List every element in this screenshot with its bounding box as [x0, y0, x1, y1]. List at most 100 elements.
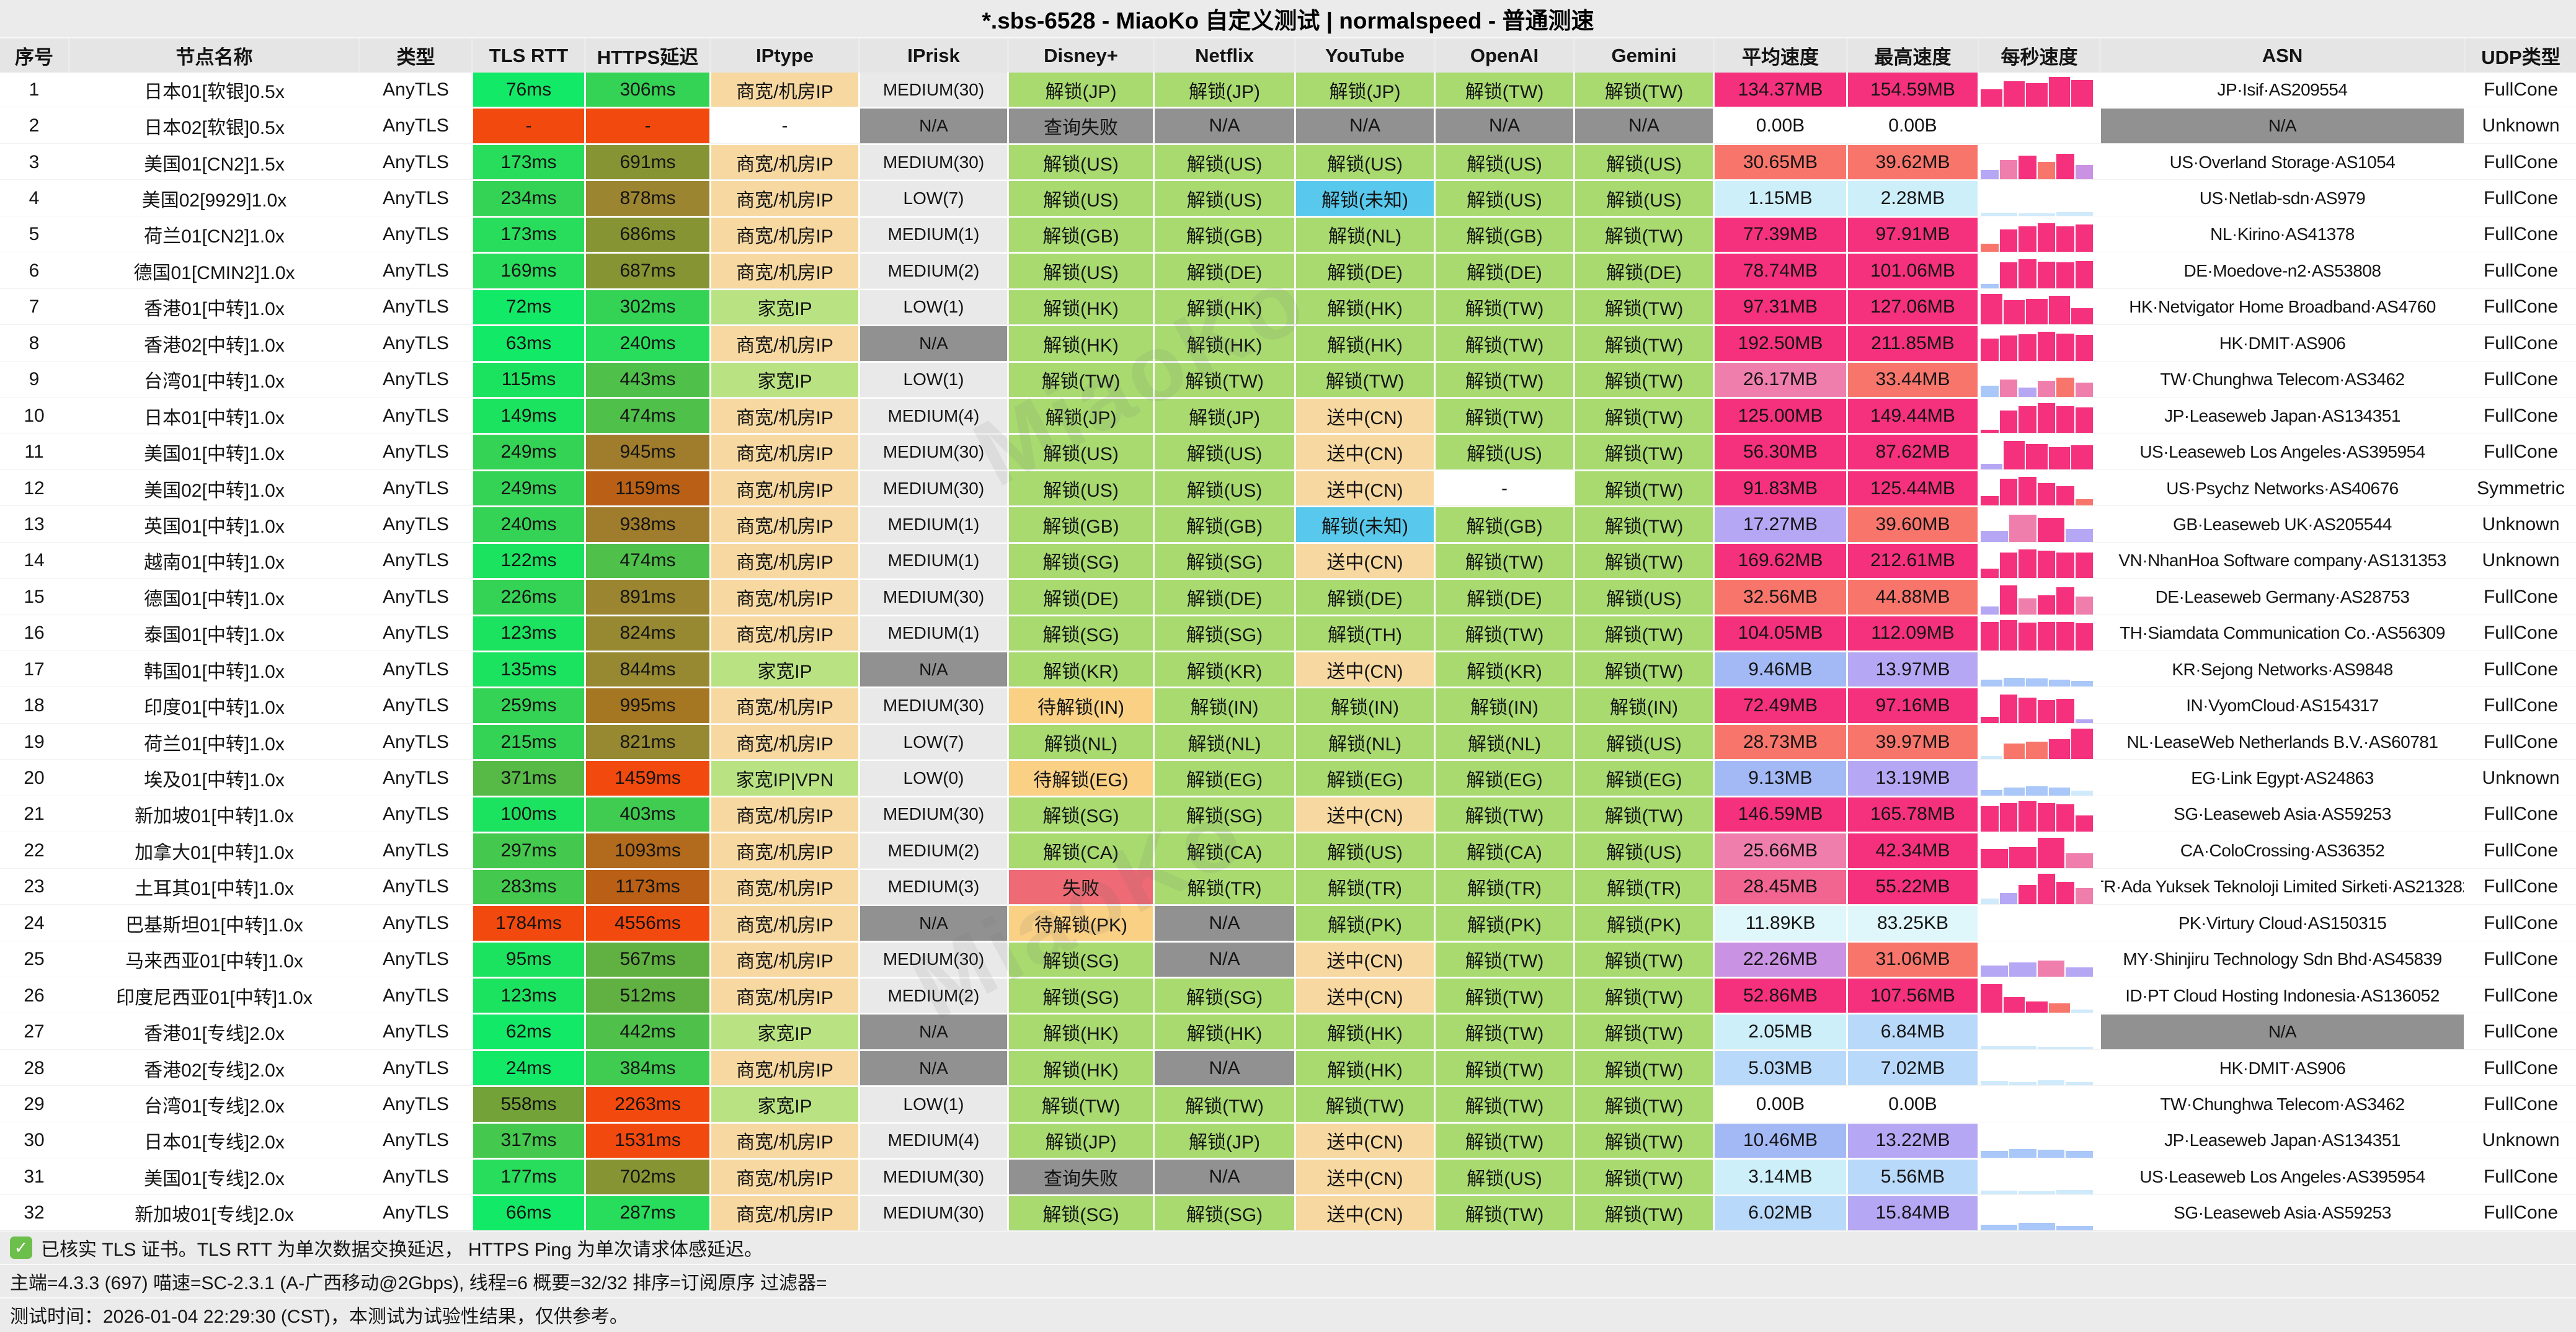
- cell-https-latency: 240ms: [586, 326, 709, 361]
- spark-bar: [1999, 160, 2017, 180]
- table-row: 30 日本01[专线]2.0x AnyTLS 317ms 1531ms 商宽/机房IP ME…: [0, 1123, 2576, 1158]
- cell-udp-type: FullCone: [2466, 217, 2576, 252]
- cell-youtube: 送中(CN): [1296, 543, 1434, 579]
- cell-type: AnyTLS: [360, 73, 471, 107]
- cell-disney: 解锁(HK): [1009, 326, 1153, 361]
- footer-note-tls: ✓ 已核实 TLS 证书。TLS RTT 为单次数据交换延迟， HTTPS Pi…: [0, 1230, 2576, 1264]
- cell-https-latency: 1459ms: [586, 761, 709, 796]
- table-row: 21 新加坡01[中转]1.0x AnyTLS 100ms 403ms 商宽/机房IP ME…: [0, 797, 2576, 832]
- spark-bar: [1981, 621, 1999, 650]
- cell-max-speed: 39.60MB: [1848, 507, 1978, 542]
- cell-max-speed: 101.06MB: [1848, 254, 1978, 288]
- cell-gemini: 解锁(TW): [1575, 797, 1713, 832]
- cell-iptype: 商宽/机房IP: [711, 942, 858, 977]
- cell-youtube: 解锁(HK): [1296, 326, 1434, 361]
- cell-openai: 解锁(IN): [1436, 688, 1573, 723]
- cell-speed-sparkline: [1979, 978, 2099, 1013]
- cell-netflix: 解锁(HK): [1155, 326, 1294, 361]
- table-row: 18 印度01[中转]1.0x AnyTLS 259ms 995ms 商宽/机房IP MED…: [0, 688, 2576, 723]
- spark-bar: [2037, 1080, 2065, 1086]
- spark-bar: [2037, 162, 2055, 180]
- cell-avg-speed: 0.00B: [1715, 1087, 1846, 1122]
- spark-bar: [2075, 623, 2093, 650]
- spark-bar: [2066, 853, 2093, 868]
- cell-disney: 解锁(GB): [1009, 507, 1153, 542]
- cell-index: 13: [0, 507, 68, 542]
- cell-udp-type: FullCone: [2466, 833, 2576, 868]
- column-header-8: Netflix: [1155, 38, 1294, 73]
- cell-disney: 解锁(HK): [1009, 290, 1153, 325]
- cell-iprisk: MEDIUM(4): [860, 1123, 1007, 1158]
- cell-gemini: 解锁(TW): [1575, 652, 1713, 687]
- spark-bar: [1999, 411, 2017, 433]
- cell-index: 17: [0, 652, 68, 687]
- cell-asn: NL·Kirino·AS41378: [2101, 217, 2464, 252]
- cell-iptype: 商宽/机房IP: [711, 181, 858, 216]
- spark-bar: [2037, 874, 2055, 905]
- cell-max-speed: 0.00B: [1848, 109, 1978, 143]
- cell-max-speed: 39.97MB: [1848, 724, 1978, 760]
- spark-bar: [2019, 697, 2036, 723]
- cell-max-speed: 211.85MB: [1848, 326, 1978, 361]
- cell-youtube: 解锁(IN): [1296, 688, 1434, 723]
- cell-openai: 解锁(NL): [1436, 724, 1573, 760]
- cell-youtube: 解锁(HK): [1296, 290, 1434, 325]
- cell-openai: 解锁(US): [1436, 435, 1573, 469]
- cell-max-speed: 33.44MB: [1848, 362, 1978, 397]
- cell-avg-speed: 6.02MB: [1715, 1196, 1846, 1230]
- spark-bar: [2037, 961, 2065, 977]
- spark-bar: [2048, 1003, 2071, 1013]
- cell-avg-speed: 77.39MB: [1715, 217, 1846, 252]
- spark-bar: [1981, 568, 1999, 579]
- cell-youtube: 送中(CN): [1296, 942, 1434, 977]
- cell-udp-type: FullCone: [2466, 1050, 2576, 1086]
- spark-bar: [2009, 847, 2036, 868]
- spark-bar: [2003, 678, 2025, 687]
- spark-bar: [2019, 406, 2036, 433]
- cell-disney: 解锁(KR): [1009, 652, 1153, 687]
- cell-netflix: N/A: [1155, 109, 1294, 143]
- spark-bar: [2037, 381, 2055, 397]
- cell-max-speed: 6.84MB: [1848, 1015, 1978, 1049]
- cell-speed-sparkline: [1979, 906, 2099, 941]
- column-header-16: UDP类型: [2466, 38, 2576, 73]
- cell-https-latency: 1159ms: [586, 471, 709, 506]
- cell-netflix: 解锁(TR): [1155, 869, 1294, 905]
- cell-tls-rtt: 66ms: [473, 1196, 584, 1230]
- spark-bar: [2037, 518, 2065, 542]
- cell-node-name: 埃及01[中转]1.0x: [70, 761, 358, 796]
- cell-tls-rtt: 173ms: [473, 144, 584, 180]
- cell-iprisk: N/A: [860, 652, 1007, 687]
- cell-speed-sparkline: [1979, 543, 2099, 579]
- cell-type: AnyTLS: [360, 942, 471, 977]
- cell-https-latency: 995ms: [586, 688, 709, 723]
- table-row: 25 马来西亚01[中转]1.0x AnyTLS 95ms 567ms 商宽/机房IP ME…: [0, 942, 2576, 977]
- cell-https-latency: 302ms: [586, 290, 709, 325]
- cell-tls-rtt: 1784ms: [473, 906, 584, 941]
- cell-iptype: 商宽/机房IP: [711, 724, 858, 760]
- cell-udp-type: FullCone: [2466, 1196, 2576, 1230]
- spark-bar: [2056, 154, 2074, 180]
- spark-bar: [1981, 789, 2002, 796]
- cell-netflix: 解锁(SG): [1155, 1196, 1294, 1230]
- spark-bar: [2075, 335, 2093, 361]
- cell-node-name: 美国02[9929]1.0x: [70, 181, 358, 216]
- cell-speed-sparkline: [1979, 580, 2099, 615]
- cell-node-name: 泰国01[中转]1.0x: [70, 616, 358, 650]
- spark-bar: [2071, 791, 2093, 796]
- spark-bar: [1981, 756, 2002, 760]
- cell-youtube: 解锁(NL): [1296, 217, 1434, 252]
- cell-iptype: 商宽/机房IP: [711, 471, 858, 506]
- cell-avg-speed: 9.13MB: [1715, 761, 1846, 796]
- cell-disney: 解锁(JP): [1009, 1123, 1153, 1158]
- column-header-6: IPrisk: [860, 38, 1007, 73]
- cell-openai: 解锁(TW): [1436, 616, 1573, 650]
- cell-iptype: 商宽/机房IP: [711, 1050, 858, 1086]
- table-row: 12 美国02[中转]1.0x AnyTLS 249ms 1159ms 商宽/机房IP ME…: [0, 471, 2576, 506]
- cell-iprisk: N/A: [860, 326, 1007, 361]
- cell-iprisk: MEDIUM(4): [860, 398, 1007, 433]
- cell-https-latency: 945ms: [586, 435, 709, 469]
- cell-max-speed: 87.62MB: [1848, 435, 1978, 469]
- cell-https-latency: 403ms: [586, 797, 709, 832]
- cell-disney: 解锁(HK): [1009, 1015, 1153, 1049]
